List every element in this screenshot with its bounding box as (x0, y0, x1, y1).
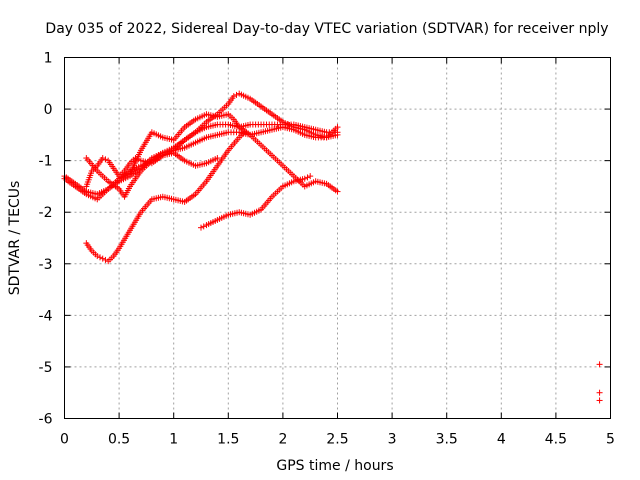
y-tick-label: -4 (39, 308, 53, 324)
plot-frame (64, 57, 611, 419)
data-point (241, 129, 248, 136)
data-point (304, 174, 311, 181)
x-tick-label: 1 (169, 432, 178, 448)
x-tick-label: 3.5 (436, 432, 458, 448)
data-point (334, 188, 341, 195)
x-tick-label: 1.5 (217, 432, 239, 448)
x-axis-ticks: 0 0.5 1 1.5 2 2.5 3 3.5 4 4.5 5 (60, 57, 615, 448)
data-point (334, 131, 341, 138)
y-tick-label: -5 (39, 360, 53, 376)
data-point (596, 397, 603, 404)
data-point (334, 124, 341, 131)
data-point (94, 253, 101, 260)
x-tick-label: 0 (60, 432, 69, 448)
y-tick-label: 1 (44, 51, 53, 67)
chart-title: Day 035 of 2022, Sidereal Day-to-day VTE… (45, 21, 608, 37)
y-tick-label: -2 (39, 205, 53, 221)
data-point (198, 224, 204, 231)
data-point (596, 389, 603, 396)
x-tick-label: 5 (606, 432, 615, 448)
data-point (99, 255, 106, 262)
x-tick-label: 4.5 (545, 432, 567, 448)
data-point (200, 223, 207, 230)
y-tick-label: 0 (44, 102, 53, 118)
x-tick-label: 0.5 (108, 432, 130, 448)
data-markers (61, 90, 603, 404)
data-point (96, 254, 103, 261)
data-point (102, 156, 109, 163)
data-point (307, 173, 314, 180)
y-tick-label: -1 (39, 154, 53, 170)
data-point (301, 175, 308, 182)
x-tick-label: 4 (497, 432, 506, 448)
data-point (596, 361, 603, 368)
y-tick-label: -6 (39, 412, 53, 428)
x-tick-label: 3 (388, 432, 397, 448)
x-tick-label: 2.5 (326, 432, 348, 448)
data-point (214, 155, 221, 162)
grid (64, 57, 611, 419)
data-point (99, 155, 106, 162)
data-point (230, 93, 237, 100)
x-axis-label: GPS time / hours (276, 458, 393, 474)
y-tick-label: -3 (39, 257, 53, 273)
x-tick-label: 2 (278, 432, 287, 448)
y-axis-label: SDTVAR / TECUs (7, 181, 23, 296)
y-axis-ticks: 1 0 -1 -2 -3 -4 -5 -6 (39, 51, 611, 428)
